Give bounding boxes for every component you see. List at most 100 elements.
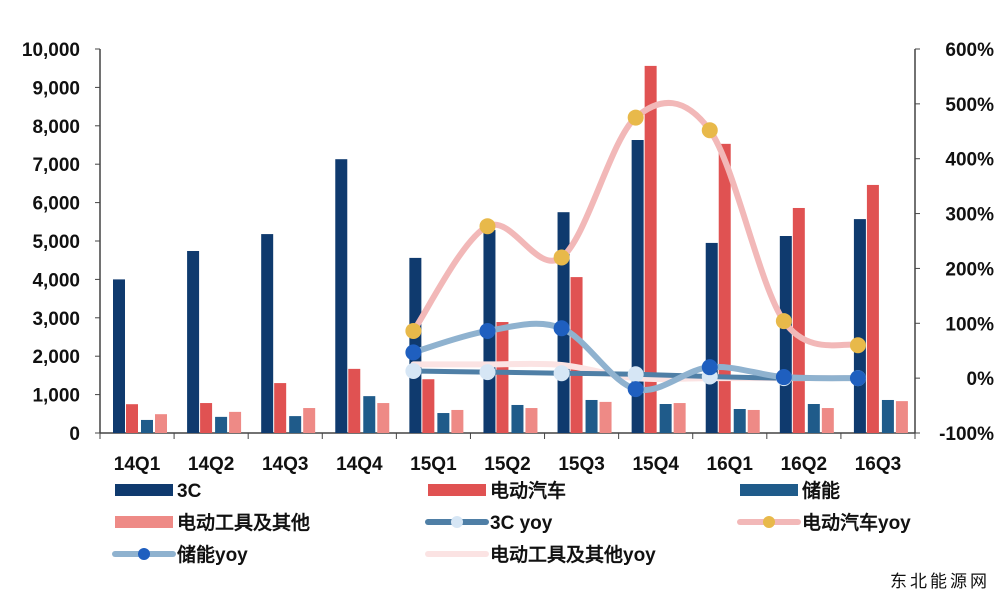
- left-tick-label: 7,000: [32, 155, 80, 176]
- line-marker-2: [775, 369, 792, 386]
- line-marker-2: [479, 322, 496, 339]
- bar-14Q1-2: [141, 419, 153, 433]
- line-marker-2: [405, 344, 422, 361]
- x-tick-label: 16Q3: [855, 454, 901, 475]
- line-marker-0: [405, 363, 422, 380]
- legend-marker: [763, 516, 775, 528]
- bar-15Q1-1: [422, 379, 435, 433]
- right-tick-label: -100%: [939, 424, 994, 445]
- legend-swatch: [740, 484, 798, 496]
- bar-15Q1-3: [451, 409, 464, 433]
- left-tick-label: 3,000: [32, 309, 80, 330]
- right-tick-label: 600%: [945, 40, 994, 61]
- bar-15Q3-1: [570, 277, 583, 433]
- bar-14Q3-3: [303, 408, 316, 433]
- legend-label: 电动工具及其他yoy: [490, 543, 656, 566]
- bar-16Q2-1: [792, 207, 805, 433]
- left-tick-label: 2,000: [32, 347, 80, 368]
- bar-14Q3-0: [261, 234, 274, 433]
- bar-16Q3-2: [881, 399, 894, 433]
- bar-14Q2-3: [229, 411, 242, 433]
- x-tick-label: 15Q4: [632, 454, 679, 475]
- legend-label: 电动工具及其他: [177, 511, 310, 534]
- bar-15Q4-3: [673, 403, 686, 433]
- left-tick-label: 5,000: [32, 232, 80, 253]
- x-tick-label: 15Q3: [558, 454, 604, 475]
- legend-marker: [451, 516, 463, 528]
- x-tick-label: 15Q2: [484, 454, 530, 475]
- legend-swatch: [428, 484, 486, 496]
- legend-label: 电动汽车yoy: [802, 511, 911, 534]
- line-marker-1: [553, 249, 570, 266]
- bar-14Q3-2: [289, 416, 302, 433]
- legend-label: 储能yoy: [177, 543, 248, 566]
- bar-16Q2-2: [807, 404, 820, 433]
- bar-14Q1-0: [113, 279, 125, 433]
- bar-15Q4-0: [631, 140, 644, 433]
- bar-16Q2-0: [779, 236, 792, 433]
- line-marker-1: [849, 337, 866, 354]
- x-tick-label: 14Q3: [262, 454, 308, 475]
- bar-14Q2-1: [200, 403, 213, 433]
- bar-14Q3-1: [274, 383, 287, 433]
- left-tick-label: 0: [69, 424, 80, 445]
- x-tick-label: 16Q1: [707, 454, 754, 475]
- bar-15Q1-2: [437, 413, 450, 433]
- legend-label: 电动汽车: [490, 479, 566, 502]
- bar-15Q4-2: [659, 404, 672, 433]
- right-tick-label: 300%: [945, 205, 994, 226]
- right-tick-label: 0%: [967, 369, 995, 390]
- line-marker-0: [627, 366, 644, 383]
- bar-14Q4-0: [335, 159, 348, 433]
- bar-14Q2-0: [187, 250, 200, 433]
- right-tick-label: 500%: [945, 95, 994, 116]
- x-tick-label: 14Q1: [114, 454, 161, 475]
- legend-label: 3C yoy: [490, 513, 553, 534]
- bar-15Q2-1: [496, 322, 509, 433]
- right-tick-label: 200%: [945, 259, 994, 280]
- legend-label: 储能: [802, 479, 840, 502]
- line-marker-0: [479, 364, 496, 381]
- bar-16Q1-1: [718, 143, 731, 433]
- bar-15Q4-1: [644, 65, 657, 434]
- bar-14Q2-2: [215, 416, 228, 433]
- bar-14Q4-3: [377, 403, 390, 433]
- line-marker-1: [479, 218, 496, 235]
- line-marker-1: [775, 313, 792, 330]
- legend-marker: [138, 548, 150, 560]
- legend-swatch: [115, 516, 173, 528]
- left-tick-label: 8,000: [32, 117, 80, 138]
- left-tick-label: 4,000: [32, 270, 80, 291]
- watermark: 东北能源网: [890, 572, 990, 591]
- bar-15Q3-3: [599, 401, 612, 433]
- x-tick-label: 16Q2: [781, 454, 827, 475]
- right-tick-label: 400%: [945, 150, 994, 171]
- bar-14Q4-1: [348, 368, 361, 433]
- x-tick-label: 14Q4: [336, 454, 383, 475]
- line-marker-0: [553, 365, 570, 382]
- line-marker-1: [627, 109, 644, 126]
- bar-15Q2-3: [525, 408, 538, 433]
- bar-16Q2-3: [821, 408, 834, 433]
- bar-16Q1-2: [733, 409, 746, 433]
- bar-14Q1-3: [155, 414, 167, 433]
- bar-16Q3-0: [853, 219, 866, 433]
- line-marker-2: [553, 320, 570, 337]
- bar-15Q2-2: [511, 404, 524, 433]
- bar-14Q4-2: [363, 396, 376, 433]
- legend-swatch: [115, 484, 173, 496]
- bar-15Q3-2: [585, 399, 598, 433]
- left-tick-label: 10,000: [22, 40, 80, 61]
- bar-16Q3-1: [866, 184, 879, 433]
- line-marker-1: [701, 122, 718, 139]
- bar-16Q1-3: [747, 409, 760, 433]
- line-marker-2: [849, 370, 866, 387]
- left-tick-label: 6,000: [32, 194, 80, 215]
- line-marker-1: [405, 322, 422, 339]
- left-tick-label: 9,000: [32, 78, 80, 99]
- bar-16Q1-0: [705, 242, 718, 433]
- left-tick-label: 1,000: [32, 386, 80, 407]
- line-marker-2: [701, 359, 718, 376]
- right-tick-label: 100%: [945, 314, 994, 335]
